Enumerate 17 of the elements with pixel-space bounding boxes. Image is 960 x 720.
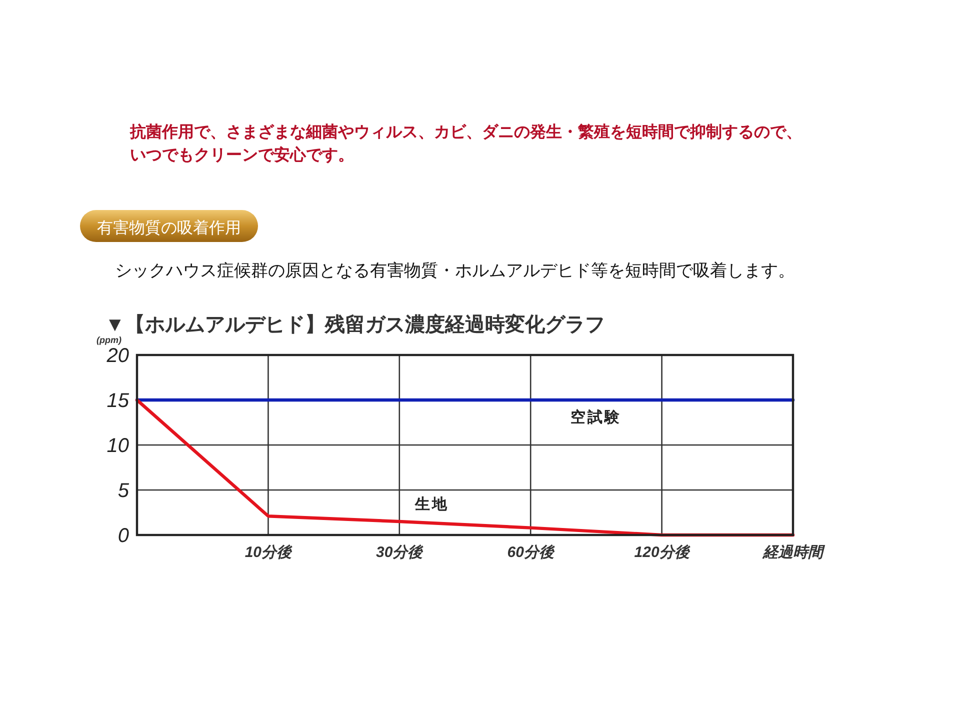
y-tick-label: 10 xyxy=(106,435,129,457)
y-axis-title: (ppm) xyxy=(96,335,122,345)
y-tick-label: 15 xyxy=(106,390,130,412)
x-tick-label: 30分後 xyxy=(376,544,424,561)
x-axis-title: 経過時間 xyxy=(762,544,826,561)
x-tick-label: 120分後 xyxy=(634,544,690,561)
series-label: 空試験 xyxy=(570,408,622,426)
series-label: 生地 xyxy=(414,496,450,514)
y-tick-label: 20 xyxy=(106,345,129,367)
x-tick-label: 60分後 xyxy=(507,544,555,561)
text: 有害物質の吸着作用 xyxy=(97,219,241,237)
text: 抗菌作用で、さまざまな細菌やウィルス、カビ、ダニの発生・繁殖を短時間で抑制するので、いつでもクリーンで安心です。 xyxy=(129,123,802,164)
chart-title: ▼【ホルムアルデヒド】残留ガス濃度経過時変化グラフ xyxy=(105,313,605,336)
x-tick-label: 10分後 xyxy=(244,544,293,561)
y-tick-label: 0 xyxy=(118,525,129,547)
y-tick-label: 5 xyxy=(118,480,130,502)
text: シックハウス症候群の原因となる有害物質・ホルムアルデヒド等を短時間で吸着します。 xyxy=(115,261,795,280)
